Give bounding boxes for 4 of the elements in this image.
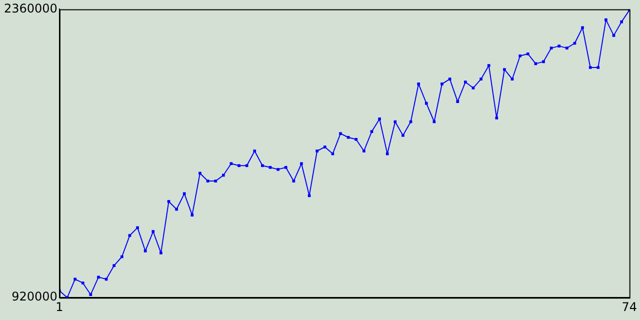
y-tick-label: 2360000 <box>4 1 58 16</box>
x-tick-label: 1 <box>56 300 64 314</box>
y-tick-label: 920000 <box>12 290 58 304</box>
x-tick-label: 74 <box>622 300 638 314</box>
